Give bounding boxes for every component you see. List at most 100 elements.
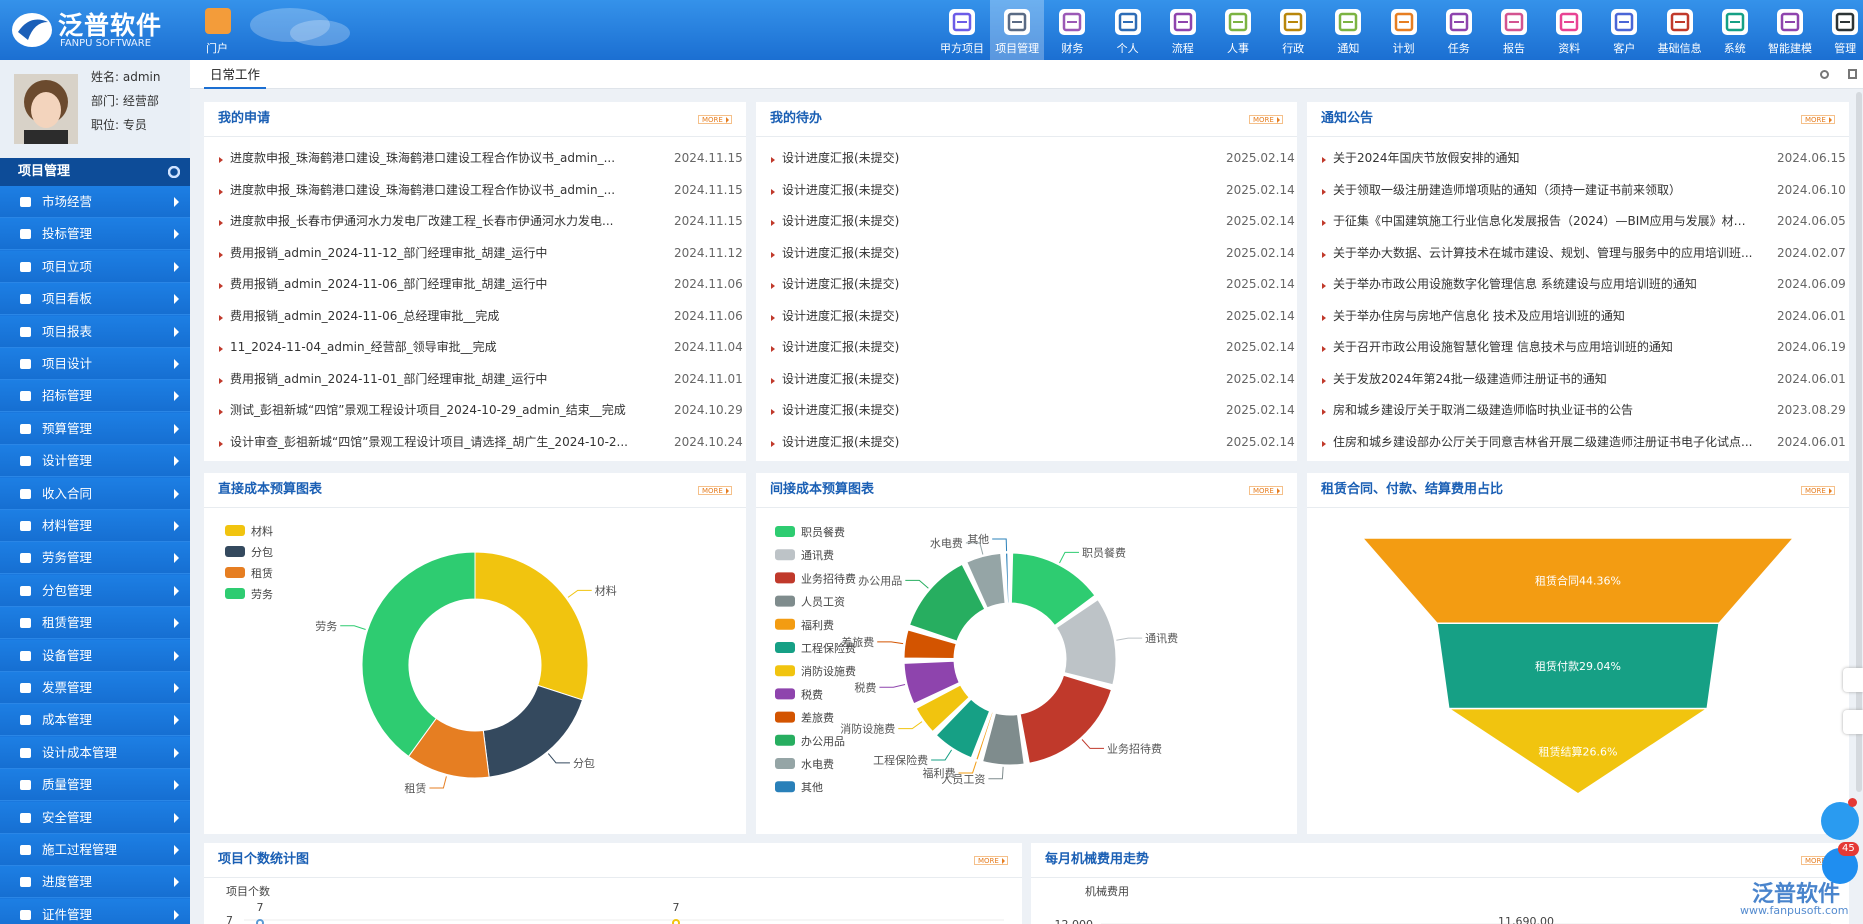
list-row[interactable]: 进度款申报_长春市伊通河水力发电厂改建工程_长春市伊通河水力发电... 2024.… — [204, 214, 746, 238]
list-row[interactable]: 进度款申报_珠海鹤港口建设_珠海鹤港口建设工程合作协议书_admin_... 20… — [204, 151, 746, 175]
nav-item[interactable]: 系统 — [1708, 0, 1762, 60]
nav-item[interactable]: 基础信息 — [1653, 0, 1707, 60]
list-row[interactable]: 设计进度汇报(未提交) 2025.02.14 — [756, 151, 1297, 175]
float-button[interactable] — [1821, 802, 1859, 840]
list-row[interactable]: 设计进度汇报(未提交) 2025.02.14 — [756, 214, 1297, 238]
list-row[interactable]: 费用报销_admin_2024-11-01_部门经理审批_胡建_运行中 2024.… — [204, 372, 746, 396]
tab[interactable]: 日常工作 — [204, 64, 267, 89]
panel: 间接成本预算图表 MORE 职员餐费 通讯费 业务招待费 人员工资 福利费 工程保险费 消防设施… — [756, 473, 1297, 834]
menu-item[interactable]: 投标管理 — [0, 218, 190, 251]
nav-item[interactable]: 客户 — [1597, 0, 1651, 60]
menu-item[interactable]: 质量管理 — [0, 769, 190, 802]
menu-item[interactable]: 劳务管理 — [0, 542, 190, 575]
list-row[interactable]: 费用报销_admin_2024-11-06_部门经理审批_胡建_运行中 2024.… — [204, 277, 746, 301]
float-tool[interactable] — [1843, 710, 1863, 734]
nav-icon — [1501, 9, 1527, 35]
more-button[interactable]: MORE — [1801, 486, 1835, 495]
menu-item[interactable]: 预算管理 — [0, 412, 190, 445]
nav-item[interactable]: 甲方项目 — [935, 0, 989, 60]
list-row[interactable]: 设计进度汇报(未提交) 2025.02.14 — [756, 277, 1297, 301]
list-row[interactable]: 设计进度汇报(未提交) 2025.02.14 — [756, 183, 1297, 207]
legend-label: 租赁 — [251, 566, 273, 580]
nav-label: 通知 — [1337, 42, 1360, 55]
more-button[interactable]: MORE — [698, 115, 732, 124]
menu-item[interactable]: 证件管理 — [0, 898, 190, 924]
row-text: 设计进度汇报(未提交) — [782, 308, 900, 323]
portal-label[interactable]: 门户 — [206, 42, 228, 55]
nav-item[interactable]: 资料 — [1542, 0, 1596, 60]
list-row[interactable]: 关于举办市政公用设施数字化管理信息 系统建设与应用培训班的通知 2024.06.0… — [1307, 277, 1849, 301]
menu-item[interactable]: 市场经营 — [0, 186, 190, 218]
menu-item[interactable]: 成本管理 — [0, 704, 190, 737]
menu-item[interactable]: 安全管理 — [0, 801, 190, 834]
nav-item[interactable]: 财务 — [1045, 0, 1099, 60]
list-row[interactable]: 设计进度汇报(未提交) 2025.02.14 — [756, 372, 1297, 396]
menu-item[interactable]: 项目设计 — [0, 348, 190, 380]
row-date: 2025.02.14 — [1226, 308, 1295, 323]
list-row[interactable]: 房和城乡建设厅关于取消二级建造师临时执业证书的公告 2023.08.29 — [1307, 403, 1849, 427]
list-row[interactable]: 进度款申报_珠海鹤港口建设_珠海鹤港口建设工程合作协议书_admin_... 20… — [204, 183, 746, 207]
menu-item[interactable]: 设备管理 — [0, 639, 190, 672]
menu-item[interactable]: 施工过程管理 — [0, 834, 190, 866]
menu-arrow — [174, 877, 179, 888]
float-tool[interactable] — [1843, 668, 1863, 692]
menu-item[interactable]: 租赁管理 — [0, 607, 190, 640]
list-row[interactable]: 设计进度汇报(未提交) 2025.02.14 — [756, 246, 1297, 270]
nav-item[interactable]: 计划 — [1377, 0, 1431, 60]
list-row[interactable]: 关于召开市政公用设施智慧化管理 信息技术与应用培训班的通知 2024.06.19 — [1307, 340, 1849, 364]
list-row[interactable]: 关于领取一级注册建造师增项贴的通知（须持一建证书前来领取） 2024.06.10 — [1307, 183, 1849, 207]
list-row[interactable]: 设计审查_彭祖新城“四馆”景观工程设计项目_请选择_胡广生_2024-10-2.… — [204, 435, 746, 459]
more-button[interactable]: MORE — [1249, 486, 1283, 495]
menu-item[interactable]: 收入合同 — [0, 477, 190, 510]
list-row[interactable]: 设计进度汇报(未提交) 2025.02.14 — [756, 340, 1297, 364]
nav-item[interactable]: 报告 — [1487, 0, 1541, 60]
row-text: 进度款申报_珠海鹤港口建设_珠海鹤港口建设工程合作协议书_admin_... — [230, 151, 616, 165]
nav-item[interactable]: 项目管理 — [990, 0, 1045, 60]
menu-item[interactable]: 材料管理 — [0, 510, 190, 542]
row-text: 关于领取一级注册建造师增项贴的通知（须持一建证书前来领取） — [1333, 182, 1682, 197]
nav-item[interactable]: 通知 — [1321, 0, 1375, 60]
tab-tool[interactable] — [1848, 69, 1857, 79]
list-row[interactable]: 关于发放2024年第24批一级建造师注册证书的通知 2024.06.01 — [1307, 372, 1849, 396]
nav-item[interactable]: 个人 — [1101, 0, 1155, 60]
menu-item[interactable]: 分包管理 — [0, 574, 190, 607]
list-row[interactable]: 11_2024-11-04_admin_经营部_领导审批__完成 2024.11.… — [204, 340, 746, 364]
more-button[interactable]: MORE — [1801, 115, 1835, 124]
list-row[interactable]: 于征集《中国建筑施工行业信息化发展报告（2024）—BIM应用与发展》材料...… — [1307, 214, 1849, 238]
menu-icon — [20, 715, 31, 726]
menu-item[interactable]: 招标管理 — [0, 380, 190, 413]
menu-item[interactable]: 设计管理 — [0, 445, 190, 478]
list-row[interactable]: 设计进度汇报(未提交) 2025.02.14 — [756, 435, 1297, 459]
menu-item[interactable]: 进度管理 — [0, 866, 190, 899]
panel-header-line — [756, 136, 1297, 137]
nav-item[interactable]: 管理 — [1818, 0, 1863, 60]
portal-icon[interactable] — [205, 8, 231, 34]
list-row[interactable]: 费用报销_admin_2024-11-06_总经理审批__完成 2024.11.0… — [204, 309, 746, 333]
list-row[interactable]: 设计进度汇报(未提交) 2025.02.14 — [756, 309, 1297, 333]
more-button[interactable]: MORE — [974, 856, 1008, 865]
user-name: 姓名: admin — [91, 70, 161, 84]
more-button[interactable]: MORE — [698, 486, 732, 495]
nav-item[interactable]: 人事 — [1211, 0, 1265, 60]
list-row[interactable]: 费用报销_admin_2024-11-12_部门经理审批_胡建_运行中 2024.… — [204, 246, 746, 270]
nav-item[interactable]: 行政 — [1266, 0, 1320, 60]
nav-item[interactable]: 流程 — [1156, 0, 1210, 60]
tab-tool[interactable] — [1820, 70, 1829, 79]
list-row[interactable]: 设计进度汇报(未提交) 2025.02.14 — [756, 403, 1297, 427]
menu-item[interactable]: 发票管理 — [0, 672, 190, 704]
list-row[interactable]: 住房和城乡建设部办公厅关于同意吉林省开展二级建造师注册证书电子化试点... 202… — [1307, 435, 1849, 459]
row-text: 设计进度汇报(未提交) — [782, 371, 900, 386]
menu-item[interactable]: 项目立项 — [0, 250, 190, 283]
list-row[interactable]: 关于举办住房与房地产信息化 技术及应用培训班的通知 2024.06.01 — [1307, 309, 1849, 333]
menu-item[interactable]: 项目看板 — [0, 283, 190, 316]
list-row[interactable]: 测试_彭祖新城“四馆”景观工程设计项目_2024-10-29_admin_结束_… — [204, 403, 746, 427]
nav-item[interactable]: 任务 — [1432, 0, 1486, 60]
row-date: 2024.11.01 — [674, 371, 743, 386]
nav-label: 计划 — [1392, 42, 1415, 55]
menu-item[interactable]: 设计成本管理 — [0, 736, 190, 769]
nav-item[interactable]: 智能建模 — [1763, 0, 1817, 60]
menu-item[interactable]: 项目报表 — [0, 315, 190, 348]
list-row[interactable]: 关于2024年国庆节放假安排的通知 2024.06.15 — [1307, 151, 1849, 175]
more-button[interactable]: MORE — [1249, 115, 1283, 124]
list-row[interactable]: 关于举办大数据、云计算技术在城市建设、规划、管理与服务中的应用培训班... 202… — [1307, 246, 1849, 270]
